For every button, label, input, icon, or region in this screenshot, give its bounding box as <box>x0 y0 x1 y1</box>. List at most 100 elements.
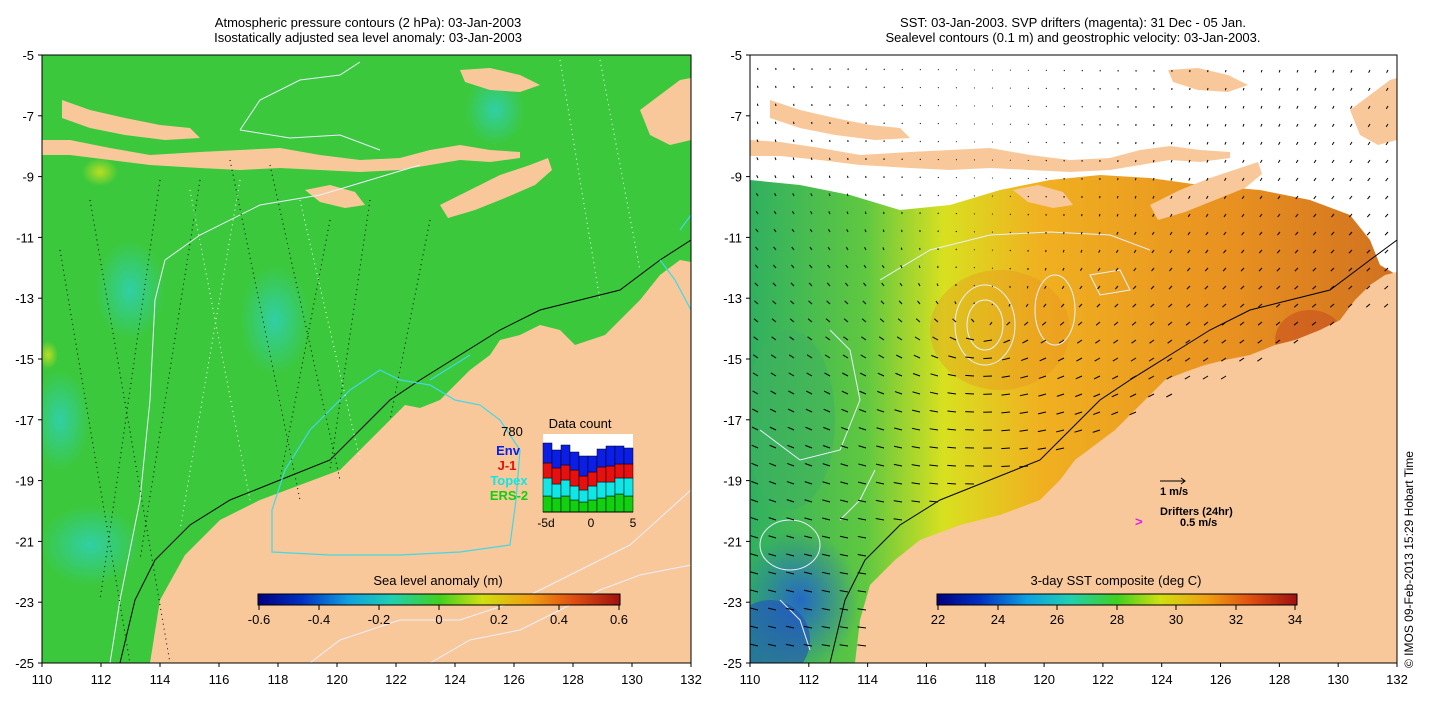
altimeter-boundary <box>271 354 521 556</box>
velocity-vector <box>769 444 777 449</box>
velocity-vector <box>822 535 831 539</box>
velocity-vector <box>857 590 867 593</box>
velocity-vector <box>1009 231 1012 234</box>
velocity-vector <box>937 194 939 197</box>
velocity-vector <box>893 445 903 449</box>
data-count-bar <box>614 463 625 479</box>
velocity-vector <box>1366 285 1371 290</box>
velocity-vector <box>807 336 813 341</box>
velocity-vector <box>875 499 885 503</box>
velocity-vector <box>842 354 849 359</box>
velocity-vector <box>773 246 777 251</box>
velocity-vector <box>839 608 849 611</box>
sst-tick: 26 <box>1050 612 1064 627</box>
velocity-vector <box>1224 177 1227 181</box>
data-count-bar <box>623 463 634 479</box>
velocity-vector <box>1314 87 1317 91</box>
velocity-vector <box>750 535 759 539</box>
velocity-vector <box>1312 285 1317 290</box>
velocity-vector <box>809 246 813 251</box>
velocity-vector <box>983 339 993 342</box>
velocity-vector <box>1169 267 1173 272</box>
velocity-vector <box>785 607 795 611</box>
velocity-vector <box>1241 195 1245 200</box>
velocity-vector <box>1095 321 1101 326</box>
velocity-vector <box>768 589 777 593</box>
velocity-vector <box>858 445 867 449</box>
velocity-vector <box>839 517 849 521</box>
velocity-vector <box>1097 267 1101 272</box>
velocity-vector <box>1060 303 1065 308</box>
velocity-vector <box>792 121 795 125</box>
data-count-xtick: 0 <box>588 516 595 530</box>
left-ytick-label: -13 <box>15 291 34 306</box>
velocity-vector <box>1111 393 1119 398</box>
velocity-vector <box>1056 429 1065 433</box>
data-count-bar <box>596 448 607 468</box>
velocity-vector <box>811 139 813 143</box>
velocity-vector <box>991 285 994 287</box>
velocity-vector <box>1384 213 1389 218</box>
velocity-vector <box>1221 339 1227 344</box>
velocity-vector <box>1057 375 1065 380</box>
velocity-vector <box>1027 69 1030 71</box>
velocity-vector <box>1260 105 1263 109</box>
drifters-label: Drifters (24hr) <box>1160 506 1233 518</box>
sst-tick: 34 <box>1288 612 1302 627</box>
velocity-vector <box>791 228 795 233</box>
right-ytick-label: -15 <box>723 352 742 367</box>
velocity-vector <box>1043 303 1047 308</box>
velocity-vector <box>1207 87 1209 91</box>
velocity-vector <box>893 463 903 467</box>
velocity-vector <box>1061 285 1065 290</box>
velocity-vector <box>806 372 813 377</box>
velocity-vector <box>983 357 993 360</box>
velocity-vector <box>1001 375 1011 378</box>
velocity-vector <box>804 463 813 467</box>
velocity-vector <box>1276 267 1281 272</box>
velocity-vector <box>1242 159 1245 163</box>
velocity-vector <box>770 354 777 359</box>
timor-island-right <box>1150 162 1262 220</box>
velocity-vector <box>1169 249 1173 254</box>
velocity-vector <box>864 247 867 251</box>
velocity-vector <box>1224 159 1227 163</box>
velocity-vector <box>1116 213 1119 217</box>
velocity-vector <box>1027 87 1030 89</box>
velocity-vector <box>843 318 849 323</box>
velocity-vector <box>1187 249 1191 254</box>
velocity-vector <box>1242 141 1245 145</box>
velocity-vector <box>1027 141 1030 144</box>
velocity-vector <box>1242 69 1245 73</box>
velocity-vector <box>824 372 831 377</box>
velocity-vector <box>893 482 903 485</box>
velocity-vector <box>1020 357 1029 362</box>
data-count-bar <box>578 455 589 477</box>
velocity-vector <box>911 500 921 503</box>
right-ytick-label: -7 <box>730 109 742 124</box>
velocity-vector <box>911 446 921 449</box>
velocity-vector <box>1384 267 1389 272</box>
right-xtick-label: 130 <box>1327 672 1349 687</box>
data-count-bar <box>578 489 589 503</box>
velocity-vector <box>1009 177 1012 179</box>
velocity-vector <box>828 229 831 233</box>
velocity-vector <box>1332 69 1335 73</box>
velocity-vector <box>1134 231 1137 235</box>
velocity-vector <box>785 625 795 629</box>
velocity-vector <box>1332 105 1335 109</box>
velocity-vector <box>965 374 975 377</box>
velocity-vector <box>1131 339 1137 344</box>
velocity-vector <box>929 446 939 449</box>
velocity-vector <box>787 426 795 431</box>
velocity-vector <box>947 392 957 395</box>
velocity-vector <box>937 140 940 143</box>
data-count-bar <box>578 501 589 513</box>
aru-right <box>1350 78 1397 145</box>
velocity-scale-arrow <box>1160 477 1186 485</box>
velocity-vector <box>803 571 813 575</box>
velocity-vector <box>1170 213 1173 217</box>
legend-j1: J-1 <box>498 458 517 473</box>
velocity-vector <box>989 321 993 326</box>
